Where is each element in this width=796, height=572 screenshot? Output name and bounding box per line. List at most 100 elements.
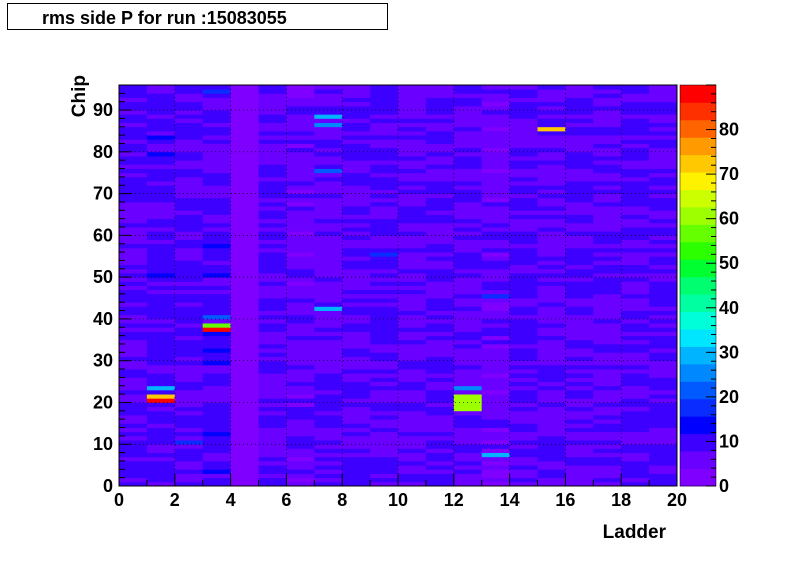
heatmap-cell — [593, 314, 622, 320]
heatmap-cell — [621, 97, 650, 103]
heatmap-cell — [481, 197, 510, 203]
heatmap-cell — [621, 181, 650, 186]
heatmap-cell — [453, 197, 483, 203]
heatmap-cell — [621, 227, 650, 232]
color-palette — [679, 84, 717, 487]
heatmap-cell — [649, 197, 678, 203]
heatmap-cell — [370, 181, 399, 186]
heatmap-cell — [425, 314, 455, 320]
heatmap-cell — [481, 302, 510, 307]
heatmap-cell — [537, 289, 566, 295]
heatmap-cell — [453, 419, 483, 424]
heatmap-cell — [370, 147, 399, 153]
heatmap-cell — [537, 110, 566, 115]
heatmap-cell — [537, 264, 566, 270]
heatmap-cell — [119, 310, 148, 316]
heatmap-cell — [621, 398, 650, 403]
heatmap-cell — [509, 473, 538, 479]
heatmap-cell — [649, 218, 678, 224]
heatmap-cell — [146, 469, 176, 474]
heatmap-cell — [565, 343, 594, 349]
heatmap-cell — [481, 323, 510, 328]
heatmap-cell — [453, 381, 483, 387]
heatmap-cell — [342, 189, 371, 195]
heatmap-cell — [509, 373, 538, 378]
heatmap-cell — [649, 427, 678, 433]
title-box: rms side P for run :15083055 — [7, 3, 388, 30]
heatmap-cell — [593, 201, 622, 207]
heatmap-cell — [342, 394, 371, 399]
heatmap-cell — [509, 448, 538, 453]
heatmap-cell — [119, 339, 148, 345]
heatmap-cell — [119, 410, 148, 416]
heatmap-cell — [258, 473, 287, 479]
heatmap-cell — [398, 414, 427, 420]
heatmap-cell — [230, 364, 259, 370]
heatmap-cell — [425, 160, 455, 165]
heatmap-cell — [565, 222, 594, 228]
heatmap-cell — [649, 465, 678, 470]
heatmap-cell — [398, 272, 427, 278]
heatmap-cell — [314, 126, 343, 132]
heatmap-cell — [146, 210, 176, 215]
heatmap-cell — [370, 130, 399, 136]
heatmap-cell — [537, 185, 566, 190]
heatmap-cell — [119, 314, 148, 320]
heatmap-cell — [286, 85, 315, 90]
heatmap-cell — [398, 435, 427, 441]
heatmap-cell — [370, 277, 399, 282]
heatmap-cell — [398, 235, 427, 240]
heatmap-cell — [146, 231, 176, 236]
heatmap-cell — [146, 335, 176, 341]
heatmap-cell — [593, 189, 622, 195]
heatmap-cell — [258, 469, 287, 474]
heatmap-cell — [342, 172, 371, 178]
heatmap-cell — [370, 243, 399, 249]
heatmap-cell — [230, 469, 259, 474]
heatmap-cell — [398, 93, 427, 98]
heatmap-cell — [425, 139, 455, 144]
heatmap-cell — [342, 448, 371, 453]
heatmap-cell — [314, 360, 343, 366]
heatmap-cell — [230, 118, 259, 123]
heatmap-cell — [202, 469, 231, 474]
heatmap-cell — [146, 197, 176, 203]
heatmap-cell — [481, 222, 510, 228]
heatmap-cell — [119, 423, 148, 428]
heatmap-cell — [621, 427, 650, 433]
heatmap-cell — [509, 356, 538, 362]
heatmap-cell — [537, 143, 566, 149]
heatmap-cell — [202, 114, 231, 119]
heatmap-cell — [649, 323, 678, 328]
heatmap-cell — [565, 235, 594, 240]
heatmap-cell — [481, 285, 510, 291]
heatmap-cell — [342, 335, 371, 341]
heatmap-cell — [146, 423, 176, 428]
heatmap-cell — [230, 151, 259, 157]
heatmap-cell — [537, 298, 566, 303]
heatmap-cell — [370, 214, 399, 220]
heatmap-cell — [425, 335, 455, 341]
heatmap-cell — [649, 293, 678, 299]
heatmap-cell — [398, 193, 427, 199]
heatmap-cell — [453, 410, 483, 416]
heatmap-cell — [453, 277, 483, 282]
heatmap-cell — [146, 143, 176, 149]
heatmap-cell — [119, 481, 148, 487]
heatmap-cell — [146, 435, 176, 441]
heatmap-cell — [593, 256, 622, 261]
x-tick-label: 8 — [337, 490, 347, 510]
heatmap-cell — [649, 252, 678, 257]
heatmap-cell — [509, 185, 538, 190]
heatmap-cell — [425, 456, 455, 462]
heatmap-cell — [202, 356, 231, 362]
heatmap-cell — [119, 247, 148, 253]
heatmap-cell — [537, 402, 566, 408]
heatmap-cell — [509, 339, 538, 345]
heatmap-cell — [621, 331, 650, 337]
heatmap-cell — [453, 406, 483, 412]
heatmap-cell — [174, 89, 204, 94]
heatmap-cell — [593, 460, 622, 466]
heatmap-cell — [481, 331, 510, 337]
